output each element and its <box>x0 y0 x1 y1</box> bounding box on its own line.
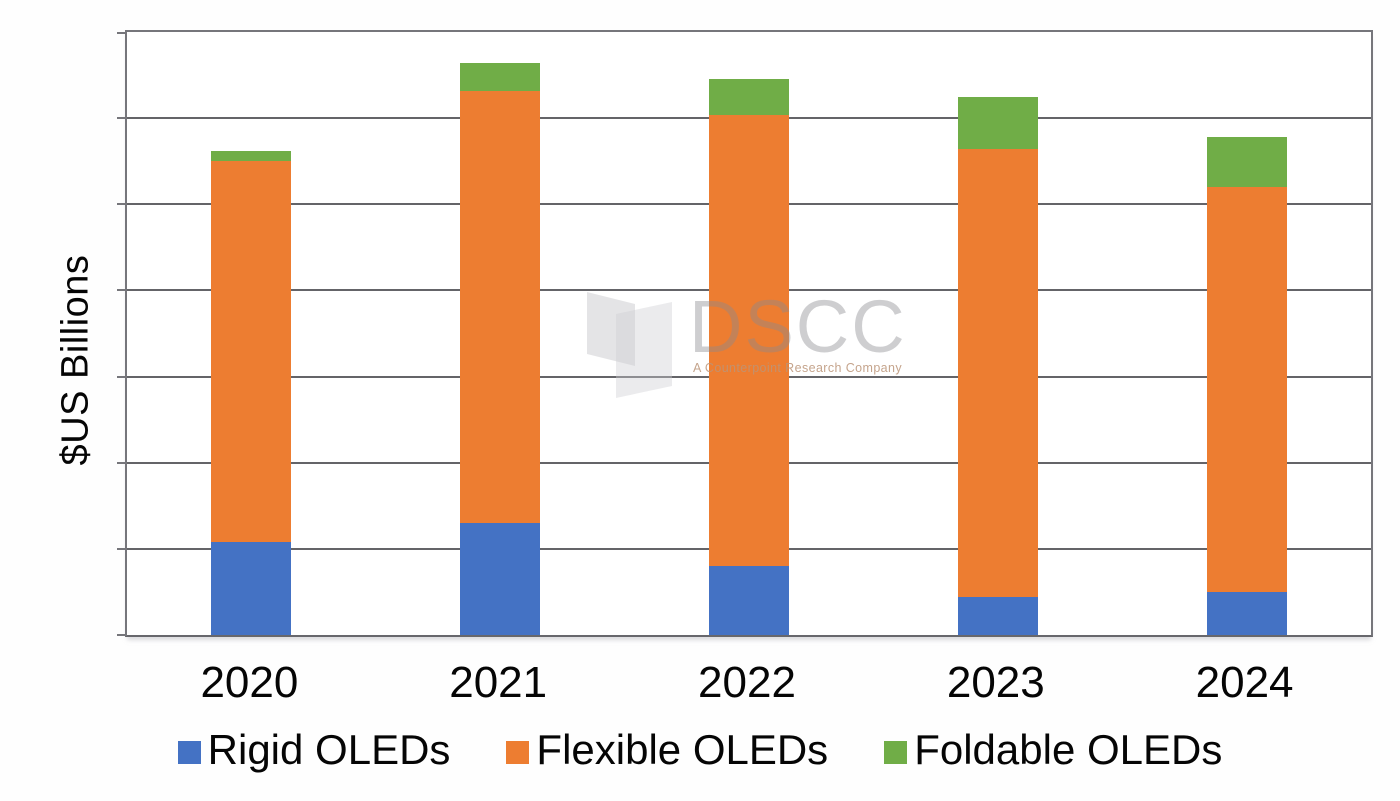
bar-segment-rigid-2020 <box>211 541 292 635</box>
x-axis-label-2022: 2022 <box>698 658 796 707</box>
legend-label: Flexible OLEDs <box>536 726 829 773</box>
legend-item-rigid-oleds: Rigid OLEDs <box>177 726 451 773</box>
y-axis-tick <box>117 547 127 550</box>
bar-segment-foldable-2020 <box>211 150 292 162</box>
legend-item-foldable-oleds: Foldable OLEDs <box>884 727 1222 773</box>
y-axis-tick <box>117 375 127 378</box>
bar-segment-foldable-2021 <box>460 63 541 91</box>
bar-segment-flexible-2020 <box>211 161 292 542</box>
bar-segment-rigid-2024 <box>1206 591 1287 635</box>
bar-group-2023 <box>957 97 1038 635</box>
legend-color-swatch <box>884 740 908 764</box>
y-axis-tick <box>117 634 127 636</box>
legend-item-flexible-oleds: Flexible OLEDs <box>506 727 828 773</box>
bar-group-2020 <box>211 150 292 635</box>
dscc-logo-mark-front-icon <box>616 302 672 398</box>
bar-segment-flexible-2022 <box>709 114 789 567</box>
legend-color-swatch <box>506 740 530 764</box>
bar-segment-flexible-2023 <box>957 149 1038 598</box>
bar-segment-foldable-2024 <box>1206 137 1287 188</box>
y-axis-title: $US Billions <box>54 254 97 466</box>
y-axis-tick <box>117 289 127 292</box>
legend-color-swatch <box>177 740 201 764</box>
x-axis-label-2021: 2021 <box>449 658 548 707</box>
y-axis-tick <box>117 461 127 464</box>
x-axis-label-2020: 2020 <box>200 658 299 707</box>
bar-group-2022 <box>709 78 789 635</box>
bar-segment-rigid-2023 <box>957 597 1038 635</box>
bar-segment-flexible-2024 <box>1206 187 1287 592</box>
chart-legend: Rigid OLEDs Flexible OLEDs Foldable OLEDs <box>0 727 1400 773</box>
plot-area: DSCC A Counterpoint Research Company <box>117 30 1373 637</box>
bar-segment-rigid-2021 <box>460 523 541 635</box>
y-axis-tick <box>117 117 127 120</box>
bar-group-2021 <box>460 63 541 635</box>
bar-group-2024 <box>1206 137 1287 635</box>
bar-segment-flexible-2021 <box>460 90 541 524</box>
y-axis-tick <box>117 32 127 34</box>
bar-segment-foldable-2023 <box>957 97 1038 150</box>
x-axis-label-2024: 2024 <box>1195 658 1294 707</box>
dscc-logo-mark-back-icon <box>587 292 635 366</box>
bar-segment-foldable-2022 <box>709 78 789 115</box>
x-axis-label-2023: 2023 <box>946 658 1045 707</box>
legend-label: Foldable OLEDs <box>914 726 1223 773</box>
bar-segment-rigid-2022 <box>709 566 789 635</box>
y-axis-tick <box>117 203 127 206</box>
x-axis-labels: 2020 2021 2022 2023 2024 <box>0 661 1400 711</box>
legend-label: Rigid OLEDs <box>207 726 451 773</box>
